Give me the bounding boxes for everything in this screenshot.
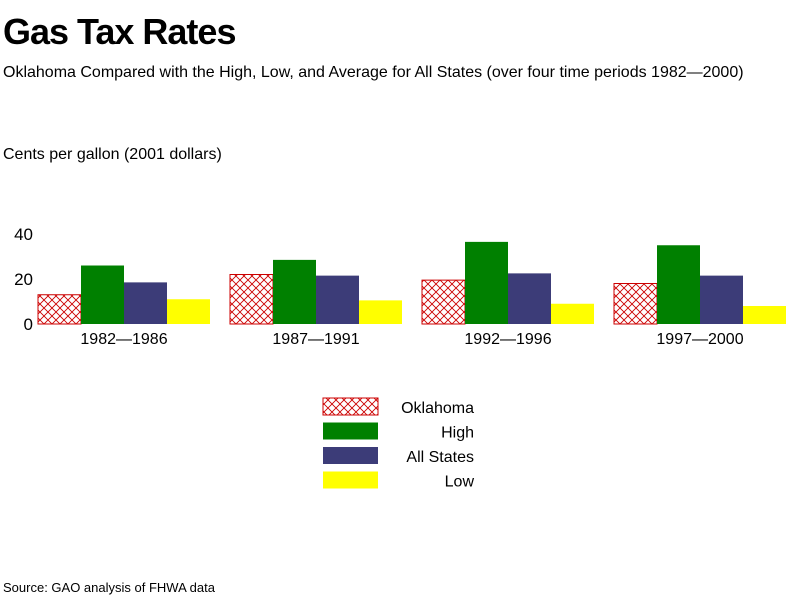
source-note: Source: GAO analysis of FHWA data bbox=[3, 580, 215, 595]
legend-label-oklahoma: Oklahoma bbox=[401, 400, 474, 417]
bar-oklahoma-2 bbox=[229, 274, 274, 325]
bar-oklahoma-4 bbox=[613, 283, 658, 325]
x-tick-label: 1997—2000 bbox=[656, 331, 743, 348]
bar-all-states-2 bbox=[316, 275, 359, 324]
y-axis-ticks: 0 20 40 bbox=[14, 225, 33, 334]
bar-high-4 bbox=[657, 245, 700, 324]
y-tick-label: 40 bbox=[14, 225, 33, 244]
bar-high-3 bbox=[465, 241, 508, 324]
legend-label-high: High bbox=[441, 425, 474, 442]
bar-all-states-4 bbox=[700, 275, 743, 324]
legend-swatch-all-states bbox=[323, 447, 378, 464]
bar-all-states-3 bbox=[508, 273, 551, 324]
bar-oklahoma-3 bbox=[421, 279, 466, 325]
bars-group bbox=[37, 241, 786, 325]
bar-all-states-1 bbox=[124, 282, 167, 324]
bar-high-1 bbox=[81, 265, 124, 324]
bar-high-2 bbox=[273, 259, 316, 324]
bar-oklahoma-1 bbox=[37, 294, 82, 325]
x-axis-ticks: 1982—1986 1987—1991 1992—1996 1997—2000 bbox=[80, 331, 743, 348]
legend: Oklahoma High All States Low bbox=[322, 397, 475, 491]
chart-subtitle: Oklahoma Compared with the High, Low, an… bbox=[3, 64, 744, 81]
y-axis-label: Cents per gallon (2001 dollars) bbox=[3, 146, 222, 163]
y-tick-label: 20 bbox=[14, 270, 33, 289]
chart-title: Gas Tax Rates bbox=[3, 11, 236, 52]
x-tick-label: 1987—1991 bbox=[272, 331, 359, 348]
legend-swatch-high bbox=[323, 422, 378, 440]
legend-label-all-states: All States bbox=[406, 449, 474, 466]
bar-low-3 bbox=[551, 303, 594, 324]
bar-low-2 bbox=[359, 300, 402, 324]
x-tick-label: 1992—1996 bbox=[464, 331, 551, 348]
bar-low-4 bbox=[743, 306, 786, 324]
bar-low-1 bbox=[167, 299, 210, 324]
legend-label-low: Low bbox=[445, 474, 475, 491]
y-tick-label: 0 bbox=[24, 315, 33, 334]
legend-swatch-low bbox=[323, 471, 378, 489]
legend-swatch-oklahoma bbox=[322, 397, 379, 416]
x-tick-label: 1982—1986 bbox=[80, 331, 167, 348]
